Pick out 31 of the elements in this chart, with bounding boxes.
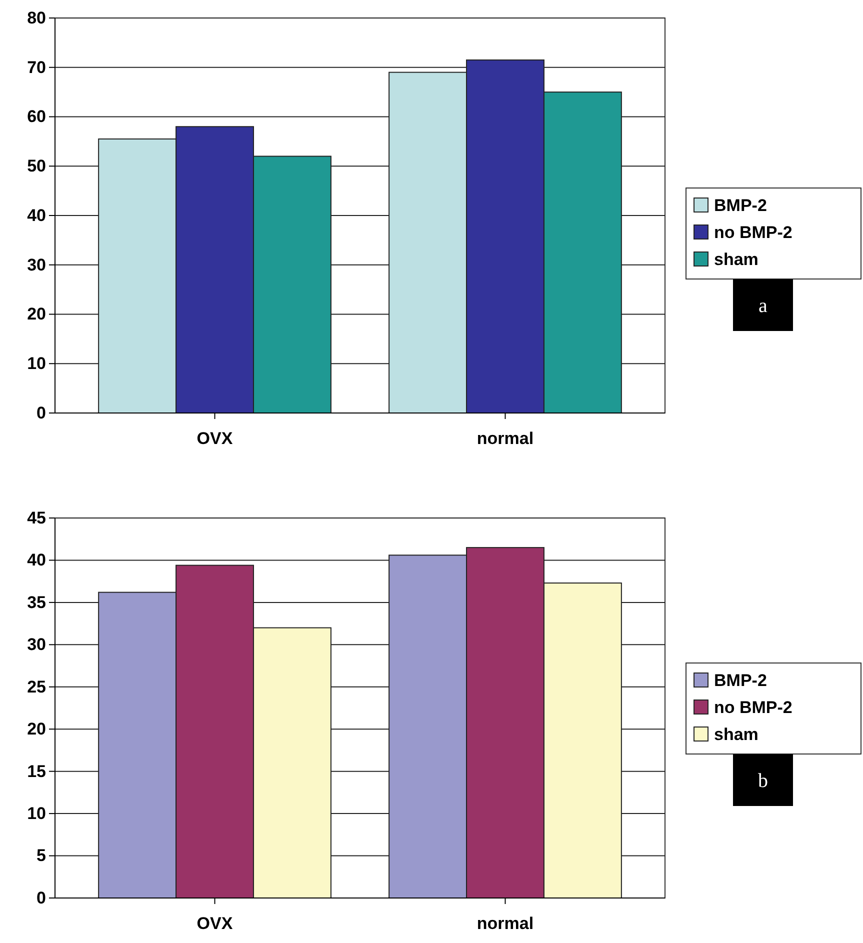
- y-tick-label: 60: [27, 107, 46, 126]
- legend-label: no BMP-2: [714, 223, 792, 242]
- x-tick-label: normal: [476, 914, 534, 934]
- x-tick-label: normal: [476, 429, 534, 448]
- x-tick-label: OVX: [196, 429, 234, 448]
- text: b: [758, 770, 768, 792]
- y-tick-label: 80: [27, 8, 46, 28]
- y-tick-label: 25: [27, 677, 46, 696]
- x-tick-label: OVX: [196, 914, 234, 934]
- y-tick-label: 10: [27, 354, 46, 374]
- legend-label: sham: [714, 725, 758, 744]
- y-tick-label: 70: [27, 58, 46, 77]
- legend-label: BMP-2: [714, 196, 767, 215]
- y-tick-label: 20: [27, 304, 46, 324]
- y-tick-label: 35: [27, 592, 46, 612]
- legend-label: sham: [714, 250, 758, 269]
- y-tick-label: 0: [36, 888, 46, 908]
- y-tick-label: 40: [27, 550, 46, 570]
- y-tick-label: 15: [27, 762, 46, 781]
- y-tick-label: 5: [36, 846, 46, 866]
- y-tick-label: 45: [27, 508, 46, 528]
- y-tick-label: 20: [27, 720, 46, 739]
- y-tick-label: 0: [36, 403, 46, 422]
- y-tick-label: 50: [27, 156, 46, 176]
- y-tick-label: 10: [27, 804, 46, 823]
- legend-label: no BMP-2: [714, 698, 792, 717]
- legend-label: BMP-2: [714, 671, 767, 690]
- y-tick-label: 30: [27, 255, 46, 274]
- y-tick-label: 30: [27, 635, 46, 654]
- text: a: [758, 295, 768, 317]
- y-tick-label: 40: [27, 206, 46, 225]
